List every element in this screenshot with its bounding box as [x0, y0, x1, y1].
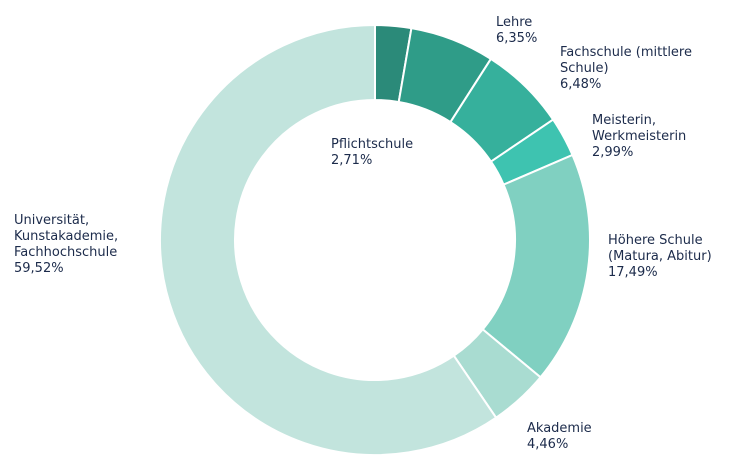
label-line: Schule) [560, 61, 609, 76]
value-label: 59,52% [14, 261, 64, 276]
segment-label: Universität, Kunstakademie, Fachhochschule [14, 213, 118, 260]
value-label: 2,71% [331, 153, 372, 168]
segment-label: Höhere Schule (Matura, Abitur) [608, 233, 712, 264]
label-line: Universität, [14, 213, 89, 228]
label-line: (Matura, Abitur) [608, 249, 712, 264]
label-line: Werkmeisterin [592, 129, 686, 144]
value-label: 2,99% [592, 145, 633, 160]
value-label: 6,35% [496, 31, 537, 46]
segment-label: Pflichtschule [331, 137, 413, 152]
label-line: Kunstakademie, [14, 229, 118, 244]
value-label: 6,48% [560, 77, 601, 92]
value-label: 4,46% [527, 437, 568, 452]
label-line: Fachhochschule [14, 245, 117, 260]
label-line: Meisterin, [592, 113, 656, 128]
label-line: Lehre [496, 15, 532, 30]
label-line: Akademie [527, 421, 592, 436]
segment-label: Lehre [496, 15, 532, 30]
label-line: Fachschule (mittlere [560, 45, 692, 60]
donut-segment [159, 23, 498, 456]
segment-label: Fachschule (mittlere Schule) [560, 45, 692, 76]
value-label: 17,49% [608, 265, 658, 280]
label-line: Pflichtschule [331, 137, 413, 152]
segment-label: Meisterin, Werkmeisterin [592, 113, 686, 144]
label-line: Höhere Schule [608, 233, 703, 248]
segment-label: Akademie [527, 421, 592, 436]
